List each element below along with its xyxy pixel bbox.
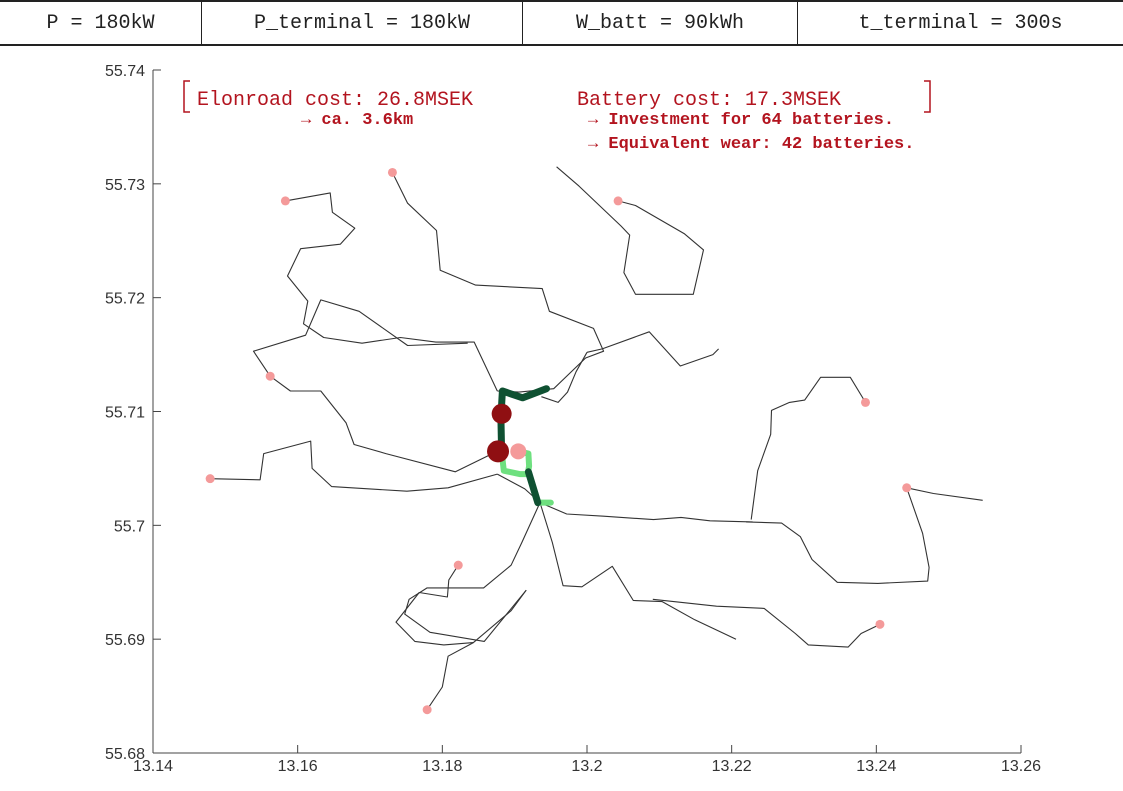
- y-tick-label: 55.68: [105, 746, 145, 763]
- terminal-point: [902, 483, 912, 493]
- road-segment: [906, 487, 983, 501]
- elonroad-length: → ca. 3.6km: [301, 111, 413, 130]
- param-power: P = 180kW: [0, 2, 202, 44]
- charging-station: [487, 440, 510, 463]
- road-segment: [426, 589, 527, 711]
- road-network-chart: 13.14 13.16 13.18 13.2 13.22 13.24 13.26 55.68 5…: [105, 63, 1041, 775]
- road-segment: [395, 564, 474, 646]
- cost-annotations: Elonroad cost: 26.8MSEK Battery cost: 17…: [183, 80, 931, 154]
- y-tick-label: 55.72: [105, 291, 145, 308]
- terminal-point: [422, 705, 432, 715]
- road-segment: [541, 352, 588, 403]
- x-tick-label: 13.14: [133, 758, 173, 775]
- elonroad-cost: Elonroad cost: 26.8MSEK: [197, 89, 473, 112]
- terminal-point: [387, 167, 397, 177]
- road-segment: [539, 502, 753, 523]
- bracket-right: [924, 80, 931, 113]
- road-segment: [210, 440, 498, 492]
- charging-stations: [487, 403, 512, 463]
- axes: 13.14 13.16 13.18 13.2 13.22 13.24 13.26 55.68 5…: [105, 63, 1041, 775]
- road-segment: [391, 172, 605, 393]
- x-tick-label: 13.18: [422, 758, 462, 775]
- charging-station: [491, 403, 512, 424]
- parameter-bar: P = 180kW P_terminal = 180kW W_batt = 90…: [0, 0, 1123, 46]
- road-segment: [652, 598, 881, 648]
- terminal-point: [205, 474, 215, 484]
- terminal-point: [613, 196, 623, 206]
- battery-cost: Battery cost: 17.3MSEK: [577, 89, 841, 112]
- x-tick-label: 13.16: [278, 758, 318, 775]
- investment-note: → Investment for 64 batteries.: [588, 111, 894, 130]
- terminal-point: [875, 619, 885, 629]
- param-terminal-time: t_terminal = 300s: [858, 11, 1063, 35]
- road-segment: [746, 487, 930, 584]
- terminal-point: [265, 371, 275, 381]
- electrified-road-dark: [497, 385, 550, 455]
- road-segment: [556, 166, 705, 295]
- y-tick-label: 55.69: [105, 632, 145, 649]
- param-battery-capacity: W_batt = 90kWh: [523, 2, 798, 44]
- road-segment: [285, 192, 498, 392]
- road-network: [210, 166, 983, 711]
- x-tick-label: 13.24: [856, 758, 896, 775]
- y-tick-label: 55.74: [105, 63, 145, 80]
- param-terminal-power: P_terminal = 180kW: [202, 2, 523, 44]
- terminal-point: [510, 443, 527, 460]
- electrified-road-dark: [524, 468, 542, 507]
- terminal-point: [453, 560, 463, 570]
- wear-note: → Equivalent wear: 42 batteries.: [588, 135, 914, 154]
- terminal-point: [860, 397, 870, 407]
- road-segment: [269, 375, 498, 473]
- terminal-point: [280, 196, 290, 206]
- electrified-roads: [497, 385, 554, 507]
- road-segment: [539, 502, 737, 640]
- y-tick-label: 55.7: [114, 518, 145, 535]
- y-tick-label: 55.73: [105, 177, 145, 194]
- road-segment: [252, 299, 468, 377]
- bracket-left: [183, 80, 190, 113]
- x-tick-label: 13.22: [712, 758, 752, 775]
- road-segment: [750, 376, 866, 520]
- y-tick-label: 55.71: [105, 405, 145, 422]
- road-segment: [586, 331, 719, 367]
- road-segment: [404, 502, 541, 642]
- terminals: [205, 167, 912, 715]
- x-tick-label: 13.2: [571, 758, 602, 775]
- x-tick-label: 13.26: [1001, 758, 1041, 775]
